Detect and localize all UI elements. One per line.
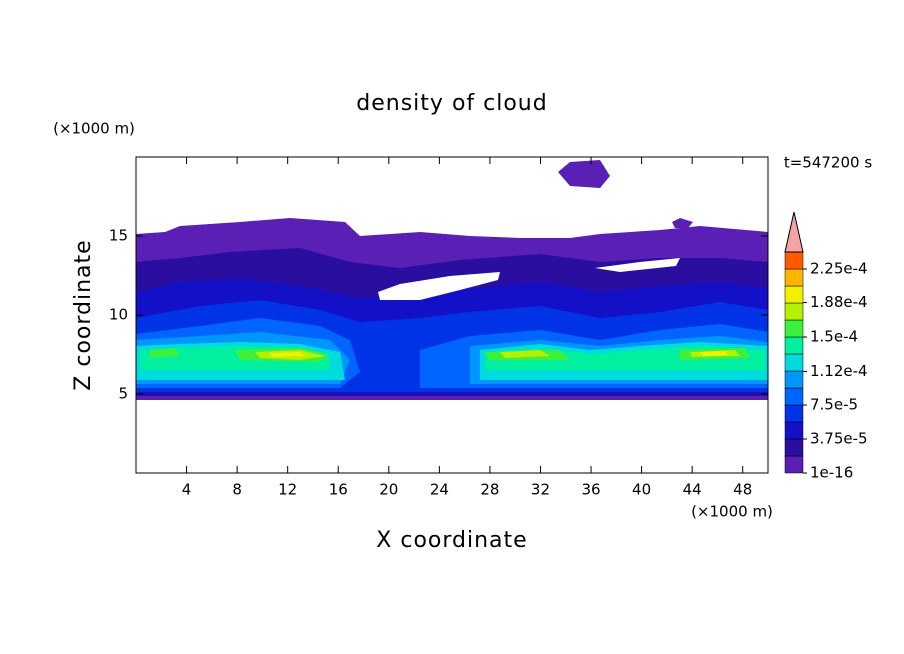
cloud-gap	[378, 272, 500, 300]
colorbar-label: 1e-16	[810, 464, 853, 482]
x-axis-label: X coordinate	[376, 528, 527, 553]
colorbar-band	[784, 370, 804, 389]
colorbar-label: 7.5e-5	[810, 396, 858, 414]
colorbar-band	[784, 387, 804, 406]
colorbar-band	[784, 251, 804, 270]
colorbar-band	[784, 421, 804, 440]
x-tick-label: 12	[278, 481, 297, 499]
x-tick-label: 8	[232, 481, 242, 499]
y-unit: (×1000 m)	[53, 120, 135, 138]
contour-region	[700, 351, 728, 356]
colorbar-band	[784, 404, 804, 423]
x-tick-label: 32	[531, 481, 550, 499]
contour-region	[150, 348, 180, 358]
colorbar-band	[784, 336, 804, 355]
x-tick-label: 48	[733, 481, 752, 499]
colorbar-band	[784, 353, 804, 372]
contour-region	[558, 160, 610, 188]
y-tick-label: 5	[118, 385, 128, 403]
colorbar-band	[784, 302, 804, 321]
x-tick-label: 20	[379, 481, 398, 499]
colorbar-label: 2.25e-4	[810, 260, 868, 278]
annotation: t=547200 s	[784, 154, 872, 172]
colorbar-label: 1.12e-4	[810, 362, 868, 380]
colorbar-band	[784, 268, 804, 287]
colorbar-extend	[784, 211, 804, 253]
y-axis-label: Z coordinate	[71, 239, 96, 390]
colorbar-band	[784, 438, 804, 457]
x-tick-label: 24	[430, 481, 449, 499]
colorbar-label: 1.5e-4	[810, 328, 858, 346]
y-tick-label: 15	[109, 227, 128, 245]
x-tick-label: 40	[632, 481, 651, 499]
y-tick-label: 10	[109, 306, 128, 324]
contour-region	[672, 218, 693, 228]
contour-field	[136, 160, 768, 400]
colorbar-band	[784, 285, 804, 304]
chart-title: density of cloud	[356, 91, 547, 116]
contour-region	[270, 352, 305, 357]
colorbar-label: 1.88e-4	[810, 293, 868, 311]
colorbar-band	[784, 455, 804, 474]
x-tick-label: 16	[329, 481, 348, 499]
x-tick-label: 4	[182, 481, 192, 499]
x-tick-label: 44	[683, 481, 702, 499]
x-tick-label: 28	[480, 481, 499, 499]
cloud-gap	[595, 258, 680, 272]
contour-region	[500, 350, 550, 358]
colorbar-band	[784, 319, 804, 338]
colorbar-label: 3.75e-5	[810, 430, 868, 448]
colorbar: 1e-16 3.75e-5 7.5e-5 1.12e-4 1.5e-4 1.88e-4 2.…	[784, 211, 868, 482]
x-unit: (×1000 m)	[691, 503, 773, 521]
x-tick-label: 36	[581, 481, 600, 499]
